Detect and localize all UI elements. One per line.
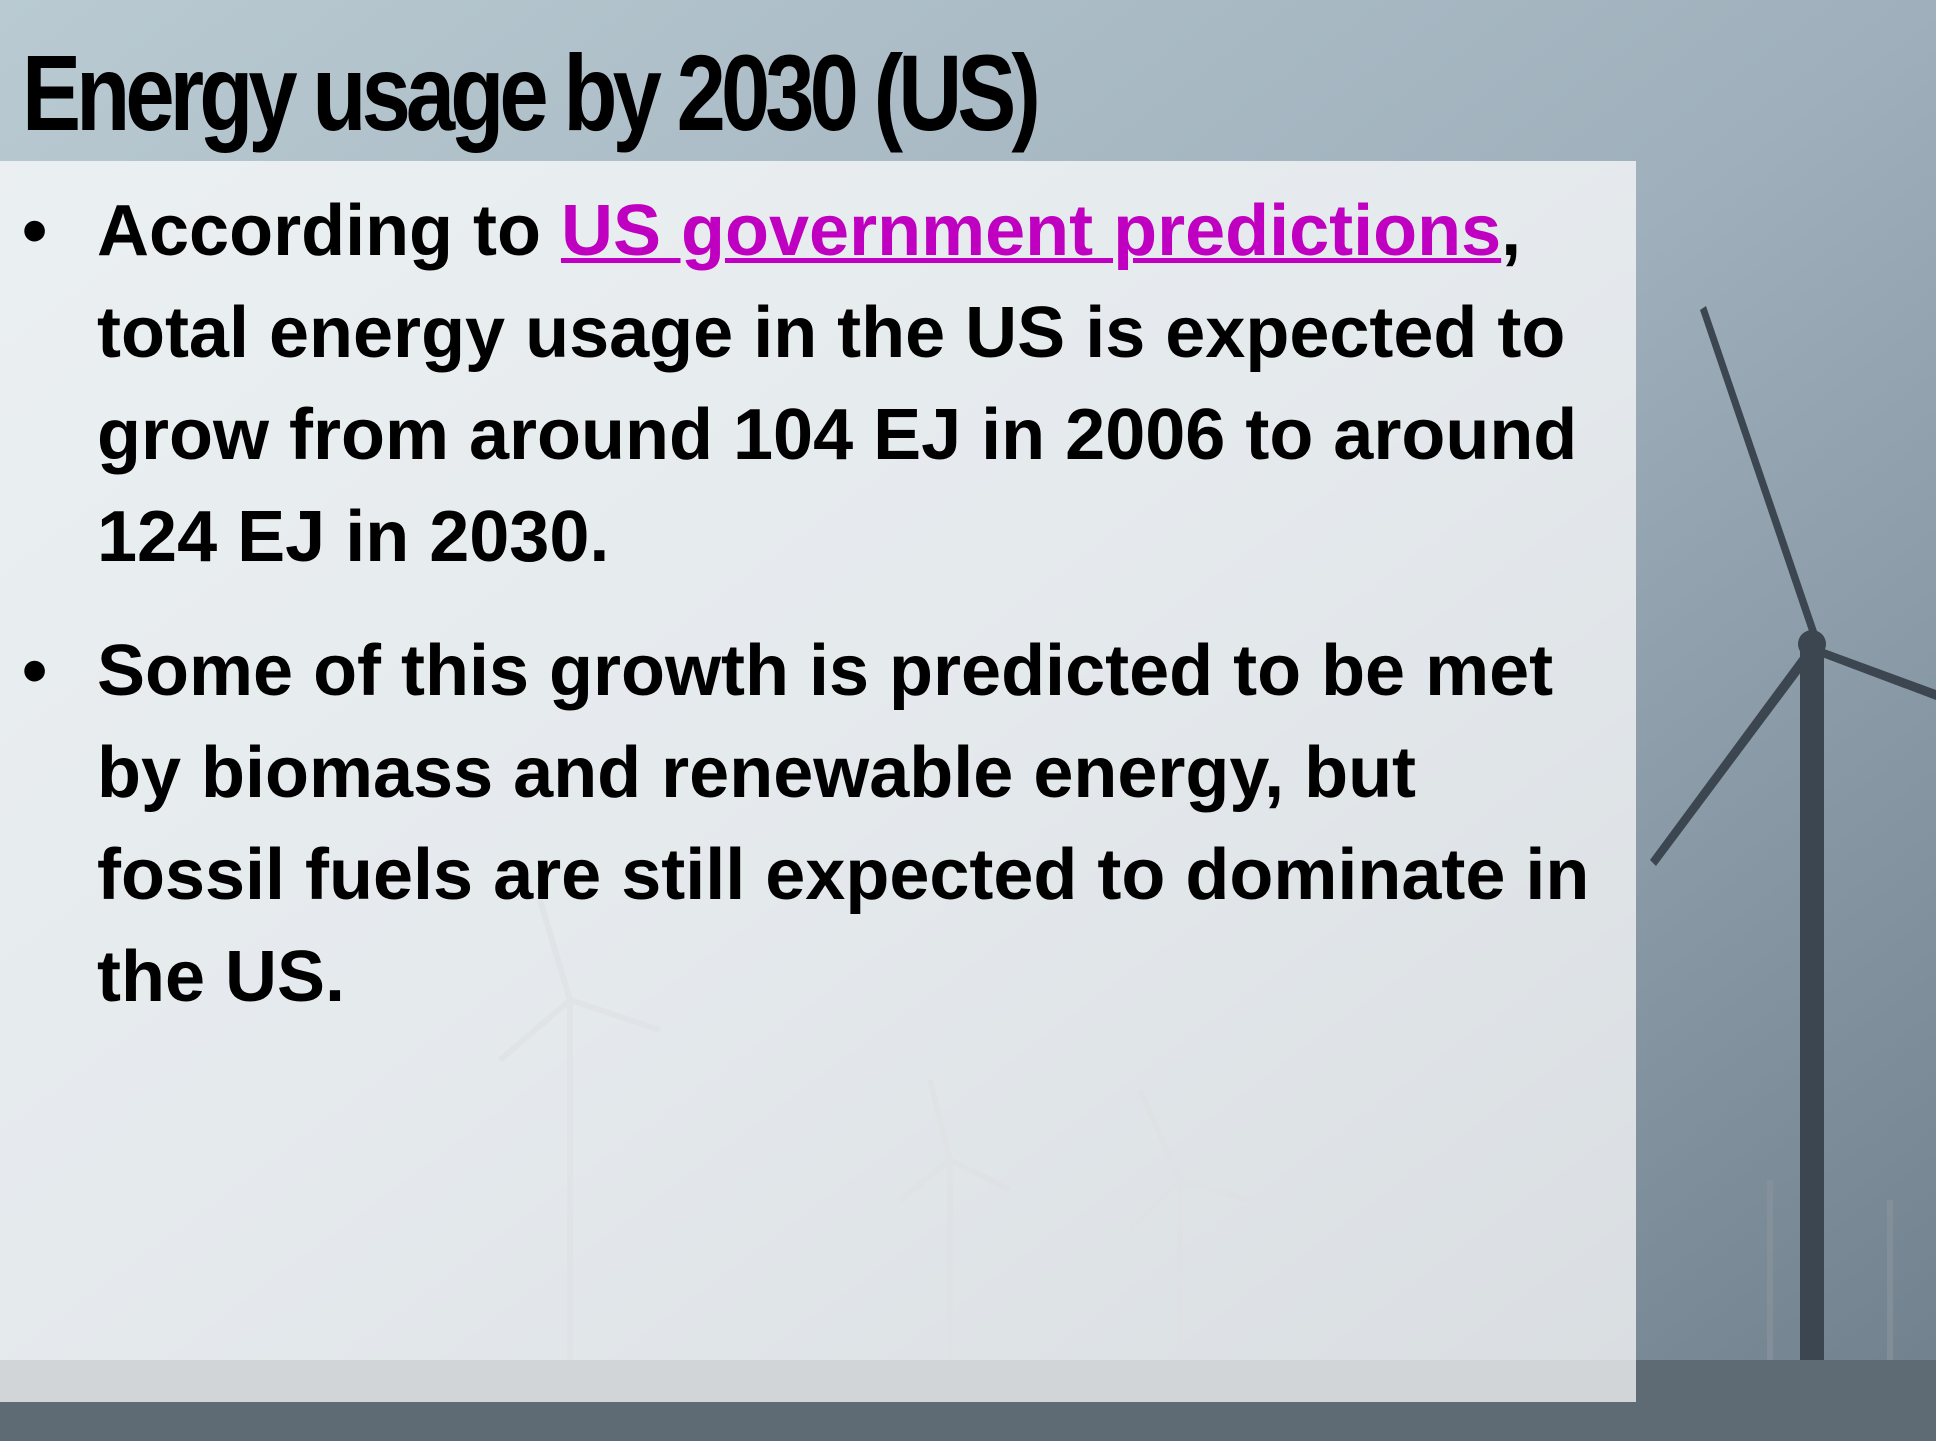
link[interactable]: US government predictions — [561, 191, 1501, 271]
bullet: Some of this growth is predicted to be m… — [97, 620, 1597, 1028]
slide: Energy usage by 2030 (US) According to U… — [0, 0, 1936, 1441]
bullet-text: According to — [97, 191, 561, 271]
bullet: According to US government predictions, … — [97, 180, 1597, 588]
bullet-list: According to US government predictions, … — [0, 180, 1697, 1060]
bullet-text: Some of this growth is predicted to be m… — [97, 631, 1589, 1017]
slide-title: Energy usage by 2030 (US) — [22, 30, 1036, 155]
